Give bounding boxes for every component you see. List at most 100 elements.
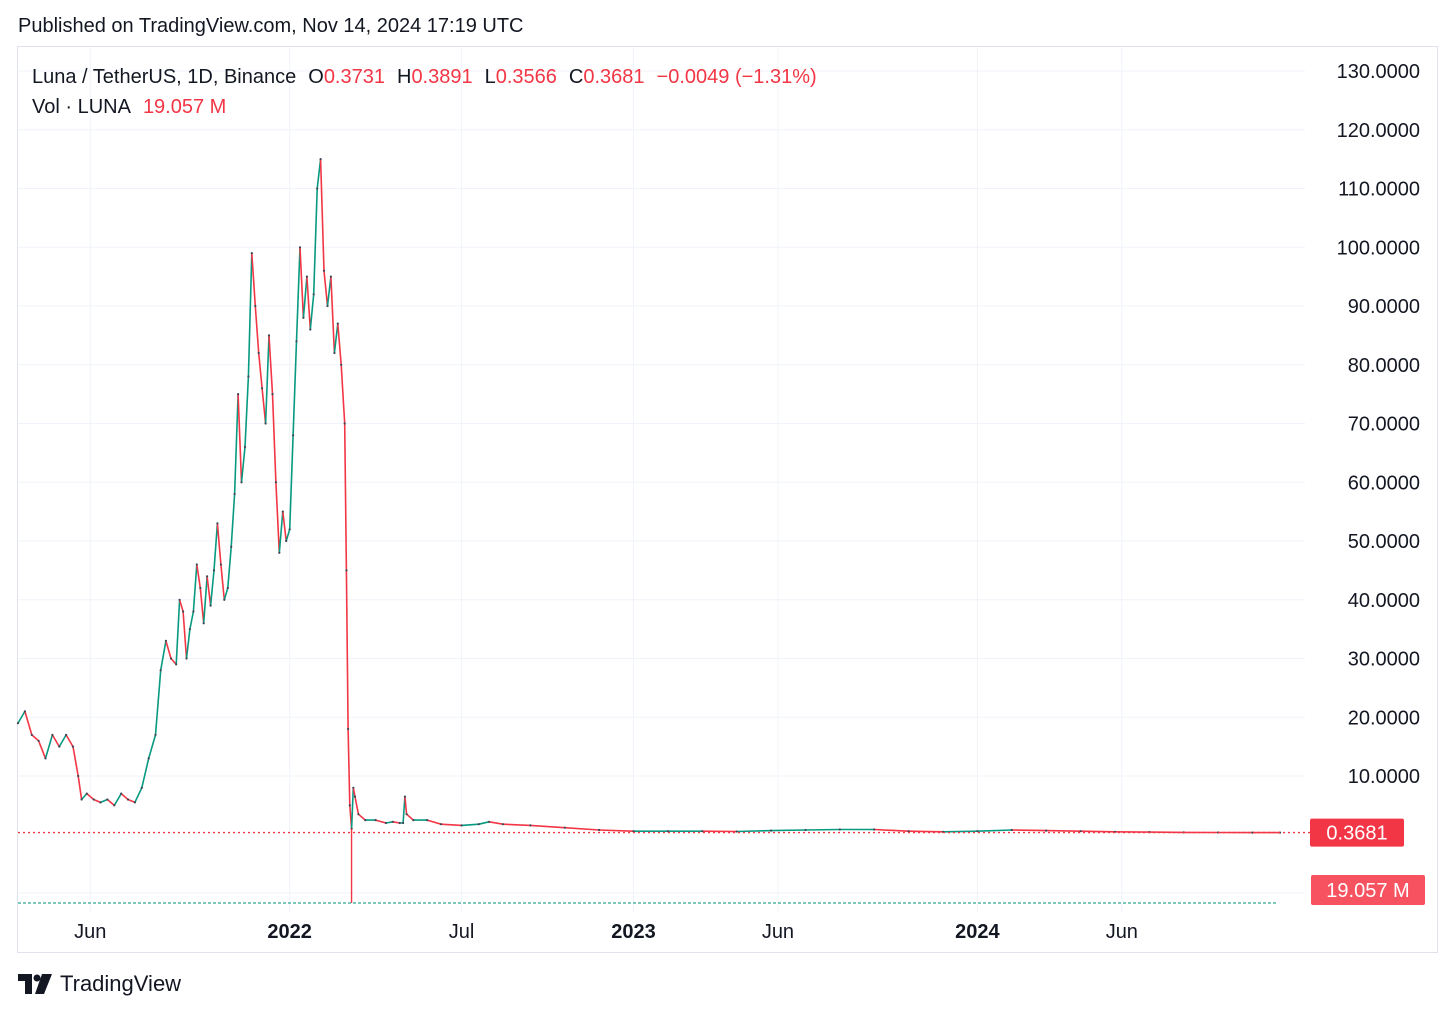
price-segment [175, 598, 181, 666]
price-point [735, 830, 738, 833]
price-point [333, 351, 336, 355]
price-segment [113, 792, 122, 807]
price-segment [240, 446, 246, 484]
y-tick-label: 90.0000 [1348, 296, 1420, 318]
price-point [1045, 829, 1048, 832]
volume-tag [1311, 875, 1425, 905]
price-segment [312, 187, 319, 296]
price-point [178, 598, 181, 601]
price-point [838, 828, 841, 831]
price-point [873, 828, 876, 831]
price-point [391, 820, 394, 823]
price-point [352, 786, 355, 789]
tradingview-brand: TradingView [60, 971, 182, 996]
price-segment [343, 422, 348, 572]
price-segment [391, 820, 401, 824]
y-tick-label: 30.0000 [1348, 649, 1420, 671]
price-segment [92, 798, 102, 804]
price-segment [278, 510, 284, 554]
price-segment [502, 823, 532, 827]
price-segment [357, 813, 367, 821]
price-point [212, 569, 216, 572]
price-point [182, 610, 185, 613]
price-point [357, 813, 360, 816]
price-point [501, 823, 504, 826]
price-point [243, 445, 247, 449]
price-segment [257, 352, 263, 390]
x-tick-label: 2024 [955, 921, 1000, 943]
price-segment [216, 522, 222, 566]
price-segment [264, 334, 270, 425]
tradingview-branding[interactable]: TradingView [18, 971, 181, 997]
price-segment [405, 813, 415, 821]
x-tick-label: 2022 [267, 921, 312, 943]
price-point [1079, 830, 1082, 833]
price-segment [237, 393, 243, 484]
y-tick-label: 120.0000 [1337, 120, 1420, 142]
volume-tag-label: 19.057 M [1326, 880, 1409, 902]
price-point [322, 269, 326, 272]
price-point [439, 823, 443, 826]
price-segment [189, 610, 195, 630]
price-point [403, 795, 406, 798]
price-point [267, 334, 271, 337]
last-price-tag [1310, 818, 1404, 847]
price-segment [86, 792, 95, 801]
price-segment [1010, 829, 1047, 832]
price-point [77, 774, 80, 778]
price-segment [1079, 830, 1116, 833]
price-segment [302, 275, 308, 319]
price-segment [77, 775, 83, 801]
price-segment [120, 792, 129, 801]
price-segment [345, 569, 349, 730]
price-segment [529, 824, 566, 829]
x-axis: Jun 2022 Jul 2023 Jun 2024 Jun [74, 921, 1138, 943]
price-segment [30, 734, 40, 742]
price-point [666, 830, 670, 833]
price-point [71, 745, 75, 748]
y-tick-label: 80.0000 [1348, 355, 1420, 377]
price-segment [37, 739, 47, 760]
price-segment [230, 493, 236, 548]
price-segment [72, 745, 79, 777]
price-point [140, 786, 143, 789]
price-segment [804, 828, 841, 831]
price-segment [213, 522, 219, 572]
price-point [529, 824, 532, 827]
price-point [292, 434, 295, 437]
price-point [80, 798, 83, 801]
price-segment [196, 563, 202, 589]
x-tick-label: Jun [1106, 921, 1138, 943]
price-point [257, 351, 260, 355]
price-segment [374, 819, 387, 824]
price-segment [873, 828, 910, 833]
price-segment [735, 829, 772, 833]
price-point [364, 819, 367, 822]
price-point [312, 293, 315, 296]
price-point [99, 801, 102, 804]
price-point [23, 710, 26, 713]
price-segment [227, 546, 232, 589]
price-segment [292, 340, 298, 437]
price-segment [147, 734, 157, 760]
price-segment [165, 640, 172, 660]
price-point [278, 551, 281, 554]
price-point [254, 304, 257, 308]
price-segment [299, 246, 305, 319]
price-segment [352, 786, 356, 798]
price-segment [288, 434, 294, 531]
price-point [309, 328, 312, 331]
y-tick-label: 130.0000 [1337, 61, 1420, 83]
price-point [175, 663, 178, 666]
price-point [976, 830, 979, 833]
price-segment [141, 757, 150, 789]
price-segment [192, 563, 198, 613]
price-segment [261, 387, 267, 425]
legend: Luna / TetherUS, 1D, Binance O 0.3731 H 0.… [32, 62, 817, 122]
price-point [199, 586, 202, 590]
price-point [261, 387, 264, 390]
price-point [770, 829, 773, 832]
price-segment [942, 830, 979, 833]
price-point [216, 522, 219, 525]
